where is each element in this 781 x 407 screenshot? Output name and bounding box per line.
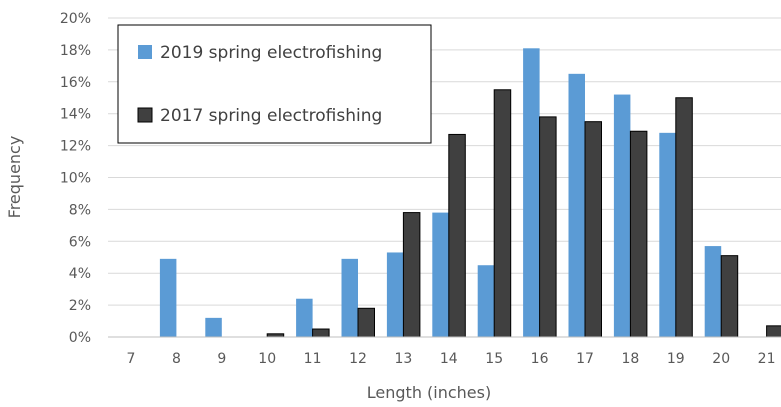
y-tick-label: 8%: [69, 202, 91, 218]
bar-2019-18: [613, 94, 631, 337]
legend-swatch-2019: [138, 45, 152, 59]
legend-label-2017: 2017 spring electrofishing: [160, 106, 382, 126]
x-tick-label: 8: [172, 351, 181, 367]
x-tick-label: 9: [217, 351, 226, 367]
bars: [159, 48, 781, 338]
bar-2017-17: [584, 121, 602, 338]
y-tick-label: 14%: [60, 107, 91, 123]
x-tick-label: 12: [349, 351, 367, 367]
bar-2017-21: [766, 325, 781, 338]
y-axis-ticks: 0% 2% 4% 6% 8% 10% 12% 14% 16% 18% 20%: [60, 11, 91, 346]
bar-2017-20: [720, 255, 739, 338]
y-tick-label: 18%: [60, 43, 91, 59]
bar-2017-16: [539, 116, 557, 338]
x-tick-label: 18: [621, 351, 639, 367]
legend-swatch-2017: [137, 107, 153, 123]
bar-2017-15: [493, 89, 512, 338]
y-axis-title: Frequency: [5, 136, 24, 219]
bar-2017-12: [357, 307, 375, 338]
bar-2019-15: [477, 265, 495, 337]
x-tick-label: 21: [758, 351, 776, 367]
x-tick-label: 17: [576, 351, 594, 367]
x-tick-label: 7: [127, 351, 136, 367]
x-tick-label: 10: [258, 351, 276, 367]
bar-2019-11: [296, 298, 313, 337]
bar-2017-18: [629, 130, 648, 338]
y-tick-label: 16%: [60, 75, 91, 91]
x-tick-label: 20: [712, 351, 730, 367]
bar-2019-19: [659, 132, 676, 337]
x-tick-label: 19: [667, 351, 685, 367]
x-tick-label: 14: [440, 351, 458, 367]
x-tick-label: 13: [394, 351, 412, 367]
bar-2019-16: [523, 48, 540, 338]
bar-2019-14: [432, 212, 449, 337]
x-tick-label: 16: [531, 351, 549, 367]
bar-2019-20: [704, 246, 722, 337]
x-axis-title: Length (inches): [367, 383, 491, 402]
bar-2017-13: [402, 212, 421, 338]
bar-2019-8: [159, 258, 177, 337]
legend: 2019 spring electrofishing 2017 spring e…: [117, 24, 432, 144]
y-tick-label: 4%: [69, 266, 91, 282]
legend-label-2019: 2019 spring electrofishing: [160, 43, 382, 63]
bar-2019-12: [341, 258, 358, 337]
y-tick-label: 0%: [69, 330, 91, 346]
x-tick-label: 15: [485, 351, 503, 367]
y-tick-label: 10%: [60, 171, 91, 187]
bar-2019-17: [568, 73, 585, 337]
bar-2019-13: [386, 252, 404, 337]
y-tick-label: 20%: [60, 11, 91, 27]
bar-2017-14: [448, 133, 466, 338]
bar-2017-19: [675, 97, 693, 338]
y-tick-label: 2%: [69, 298, 91, 314]
bar-2017-11: [312, 328, 330, 338]
x-tick-label: 11: [304, 351, 322, 367]
legend-box: [117, 24, 432, 144]
x-axis-ticks: 7 8 9 10 11 12 13 14 15 16 17 18 19 20 21: [127, 351, 776, 367]
bar-2019-9: [205, 317, 222, 337]
y-tick-label: 12%: [60, 139, 91, 155]
y-tick-label: 6%: [69, 234, 91, 250]
